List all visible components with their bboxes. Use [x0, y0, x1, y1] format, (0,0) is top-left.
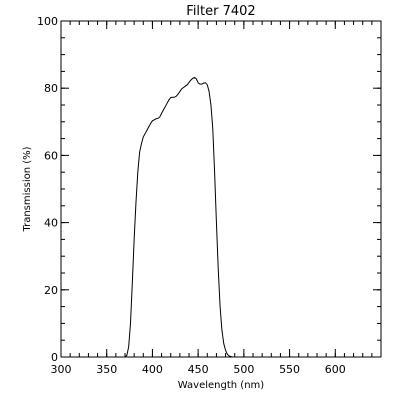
plot-frame [60, 20, 382, 358]
y-tick-label: 80 [44, 82, 58, 95]
y-tick-label: 40 [44, 217, 58, 230]
tick-labels: 300 350 400 450 500 550 600 0 20 40 60 80 100 [37, 15, 346, 376]
transmission-curve [124, 76, 235, 358]
x-tick-label: 400 [142, 363, 163, 376]
y-tick-label: 60 [44, 149, 58, 162]
y-tick-label: 0 [51, 351, 58, 364]
y-tick-label: 100 [37, 15, 58, 28]
x-tick-label: 500 [233, 363, 254, 376]
y-axis-label: Transmission (%) [22, 146, 33, 232]
chart-title: Filter 7402 [186, 4, 255, 19]
axis-ticks [60, 20, 382, 358]
y-tick-label: 20 [44, 284, 58, 297]
x-tick-label: 450 [188, 363, 209, 376]
x-tick-label: 600 [325, 363, 346, 376]
x-tick-label: 550 [279, 363, 300, 376]
x-tick-label: 350 [96, 363, 117, 376]
x-axis-label: Wavelength (nm) [178, 380, 264, 391]
x-tick-label: 300 [51, 363, 72, 376]
